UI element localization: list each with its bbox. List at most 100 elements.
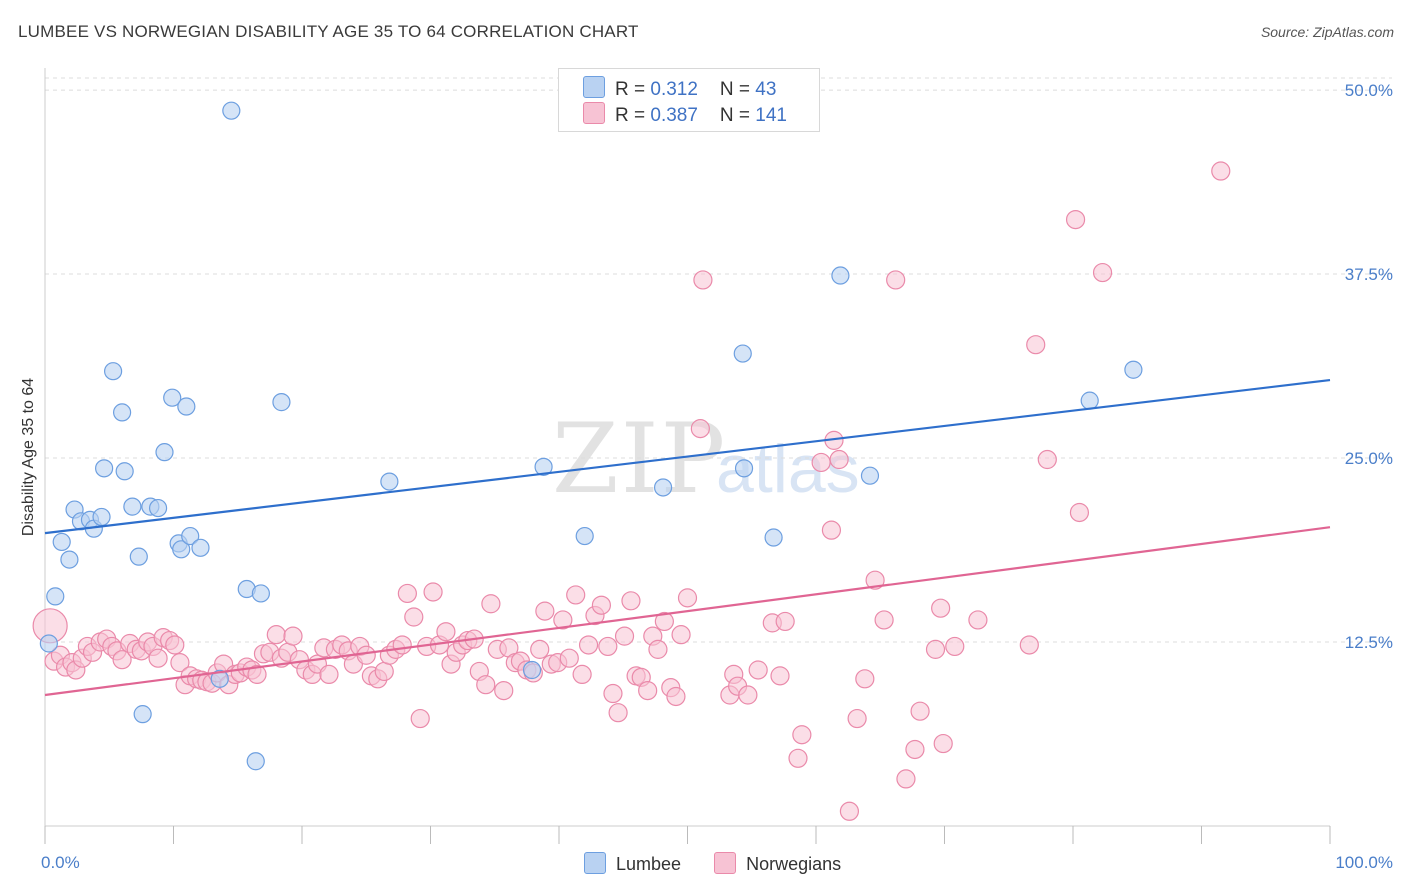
data-point-norwegians [494,680,514,701]
data-point-norwegians [865,570,885,590]
data-point-lumbee [148,498,168,518]
legend-item-lumbee[interactable]: Lumbee [584,852,681,875]
data-point-norwegians [598,636,618,657]
data-point-norwegians [1092,262,1113,283]
source-label: Source: ZipAtlas.com [1260,24,1394,40]
gridlines [45,77,1392,643]
data-point-lumbee [534,457,553,476]
data-point-norwegians [591,595,612,615]
data-point-lumbee [155,443,174,462]
data-point-lumbee [831,266,850,285]
n-label: N = [719,79,756,100]
data-point-lumbee [733,344,752,363]
lumbee-legend-swatch [584,852,606,874]
legend-label-norwegians: Norwegians [746,854,842,874]
data-point-norwegians [839,801,860,821]
data-point-lumbee [46,587,65,606]
r-label: R = [615,79,651,100]
data-point-norwegians [614,626,635,646]
data-point-norwegians [608,703,628,723]
y-axis-label: Disability Age 35 to 64 [20,378,37,536]
data-point-norwegians [481,594,501,614]
data-point-norwegians [572,664,592,685]
data-point-norwegians [874,610,894,630]
x-tick-label: 100.0% [1335,853,1393,872]
data-point-norwegians [638,680,658,701]
data-point-lumbee [39,634,58,653]
trend-line-lumbee [44,378,1331,535]
data-point-norwegians [925,639,946,659]
data-point-norwegians [811,452,831,473]
data-point-lumbee [104,362,123,381]
data-point-lumbee [115,462,134,481]
data-point-norwegians [397,583,417,604]
data-point-lumbee [522,660,542,680]
data-point-norwegians [266,625,286,645]
stats-row-norwegians: R = 0.387 N = 141 [583,102,787,126]
data-point-norwegians [821,520,842,540]
chart-title: LUMBEE VS NORWEGIAN DISABILITY AGE 35 TO… [18,22,639,41]
data-point-norwegians [847,708,867,729]
axes [44,68,1331,844]
data-point-norwegians [603,683,623,704]
data-point-lumbee [163,388,182,407]
r-label: R = [615,105,651,126]
data-point-norwegians [945,636,965,657]
data-point-norwegians [356,645,376,665]
series-lumbee [39,101,1143,771]
data-point-norwegians [1037,449,1057,470]
data-point-lumbee [52,532,71,552]
legend-item-norwegians[interactable]: Norwegians [714,852,841,875]
n-label: N = [719,105,756,126]
data-point-lumbee [92,507,111,527]
data-point-norwegians [693,270,713,290]
data-point-norwegians [671,625,691,645]
n-value-lumbee: 43 [755,79,777,100]
trend-lines [44,378,1331,697]
data-point-lumbee [172,540,191,559]
r-value-norwegians: 0.387 [650,105,698,126]
data-point-norwegians [910,701,930,721]
data-point-norwegians [165,635,185,655]
data-point-norwegians [1211,161,1231,181]
data-point-norwegians [535,601,555,621]
data-point-norwegians [690,419,710,439]
data-point-lumbee [575,526,594,546]
n-value-norwegians: 141 [755,105,787,126]
data-point-lumbee [251,584,270,603]
r-value-lumbee: 0.312 [650,79,698,100]
y-tick-labels: 12.5% 25.0% 37.5% 50.0% [1345,81,1393,652]
data-point-norwegians [112,650,132,670]
data-point-norwegians [896,769,916,789]
y-tick-label: 37.5% [1345,265,1393,284]
data-point-norwegians [530,639,550,659]
stats-row-lumbee: R = 0.312 N = 43 [583,76,776,100]
data-point-norwegians [170,653,190,673]
data-point-lumbee [95,459,114,478]
data-point-lumbee [272,393,291,412]
data-point-lumbee [246,752,265,771]
data-point-norwegians [476,675,496,695]
data-point-norwegians [1069,502,1090,523]
data-point-lumbee [60,550,79,569]
data-point-norwegians [855,669,875,689]
data-point-norwegians [423,582,443,602]
data-point-norwegians [677,588,698,608]
norwegians-swatch [583,102,605,124]
data-point-norwegians [905,739,925,760]
data-point-lumbee [177,397,196,416]
data-point-lumbee [181,526,200,546]
data-point-norwegians [748,660,768,680]
data-point-norwegians [319,664,339,685]
stats-legend: R = 0.312 N = 43 R = 0.387 N = 141 [558,68,820,132]
data-point-norwegians [968,610,988,630]
data-point-norwegians [148,648,168,668]
data-point-lumbee [210,669,229,688]
data-point-lumbee [653,478,673,497]
data-point-norwegians [410,708,430,729]
data-point-norwegians [247,664,267,685]
x-tick-labels: 0.0% 100.0% [41,853,1393,872]
data-point-norwegians [553,610,573,630]
trend-line-norwegians [44,526,1331,697]
x-tick-label: 0.0% [41,853,80,872]
